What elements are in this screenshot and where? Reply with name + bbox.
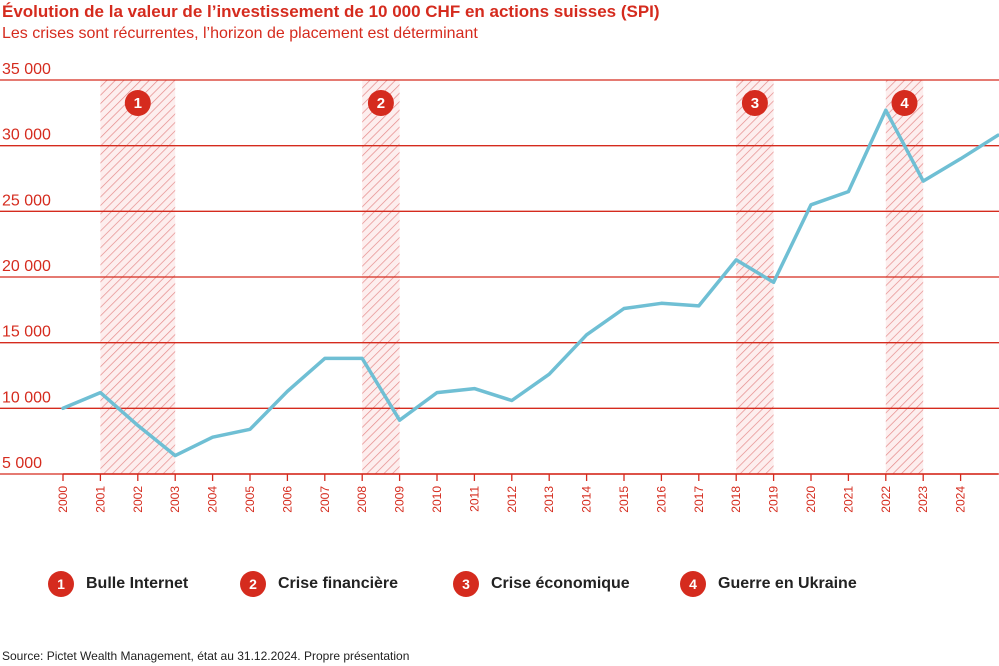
legend-item-2: 2 Crise financière (240, 571, 453, 597)
crisis-markers: 1 2 3 4 (124, 90, 918, 116)
crisis-marker-4 (891, 90, 918, 116)
crisis-marker-3 (741, 90, 768, 116)
x-tick-label: 2000 (56, 486, 70, 513)
x-tick-label: 2002 (131, 486, 145, 513)
x-tick-label: 2023 (916, 486, 930, 513)
x-tick-label: 2007 (318, 486, 332, 513)
x-tick-label: 2003 (168, 486, 182, 513)
y-tick-label: 25 000 (2, 192, 51, 209)
legend-marker-1: 1 (48, 571, 74, 597)
chart-subtitle: Les crises sont récurrentes, l’horizon d… (2, 25, 478, 42)
line-chart: 5 000 10 000 15 000 20 000 25 000 30 000 35 00… (0, 61, 999, 513)
y-tick-label: 35 000 (2, 61, 51, 78)
legend-marker-2: 2 (240, 571, 266, 597)
y-axis: 5 000 10 000 15 000 20 000 25 000 30 000 35 00… (2, 61, 51, 472)
crisis-marker-number: 3 (751, 95, 759, 112)
y-tick-label: 10 000 (2, 389, 51, 406)
legend-item-1: 1 Bulle Internet (48, 571, 240, 597)
x-tick-label: 2018 (729, 486, 743, 513)
source-note: Source: Pictet Wealth Management, état a… (2, 649, 410, 663)
legend-item-3: 3 Crise économique (453, 571, 680, 597)
x-tick-label: 2010 (430, 486, 444, 513)
crisis-marker-number: 1 (134, 95, 142, 112)
x-tick-label: 2014 (580, 486, 594, 513)
legend-marker-4: 4 (680, 571, 706, 597)
chart-title: Évolution de la valeur de l’investisseme… (2, 2, 660, 21)
crisis-marker-number: 4 (900, 95, 909, 112)
y-tick-label: 15 000 (2, 324, 51, 341)
series-line (61, 108, 999, 458)
legend-label-1: Bulle Internet (86, 575, 189, 592)
x-tick-label: 2006 (280, 486, 294, 513)
x-tick-label: 2004 (206, 486, 220, 513)
x-tick-label: 2020 (804, 486, 818, 513)
x-tick-label: 2022 (879, 486, 893, 513)
y-tick-label: 20 000 (2, 258, 51, 275)
x-tick-label: 2013 (542, 486, 556, 513)
x-tick-label: 2019 (767, 486, 781, 513)
x-tick-label: 2005 (243, 486, 257, 513)
x-tick-label: 2024 (954, 486, 968, 513)
x-tick-label: 2011 (467, 486, 481, 512)
legend-label-3: Crise économique (491, 575, 630, 592)
x-tick-label: 2021 (841, 486, 855, 513)
x-tick-label: 2009 (393, 486, 407, 513)
legend-item-4: 4 Guerre en Ukraine (680, 571, 857, 597)
y-tick-label: 30 000 (2, 127, 51, 144)
legend-label-2: Crise financière (278, 575, 399, 592)
x-tick-label: 2008 (355, 486, 369, 513)
y-tick-label: 5 000 (2, 455, 42, 472)
x-tick-label: 2016 (654, 486, 668, 513)
legend: 1 Bulle Internet 2 Crise financière 3 Cr… (48, 571, 857, 597)
crisis-marker-2 (367, 90, 394, 116)
x-tick-label: 2012 (505, 486, 519, 513)
crisis-marker-number: 2 (377, 95, 385, 112)
legend-label-4: Guerre en Ukraine (718, 575, 857, 592)
x-axis: 2000 2001 2002 2003 2004 2005 2006 2007 2008 2009… (56, 473, 998, 513)
x-tick-label: 2017 (692, 486, 706, 513)
legend-marker-3: 3 (453, 571, 479, 597)
x-tick-label: 2001 (93, 486, 107, 513)
crisis-marker-1 (124, 90, 151, 116)
data-series (61, 108, 999, 458)
x-tick-label: 2015 (617, 486, 631, 513)
